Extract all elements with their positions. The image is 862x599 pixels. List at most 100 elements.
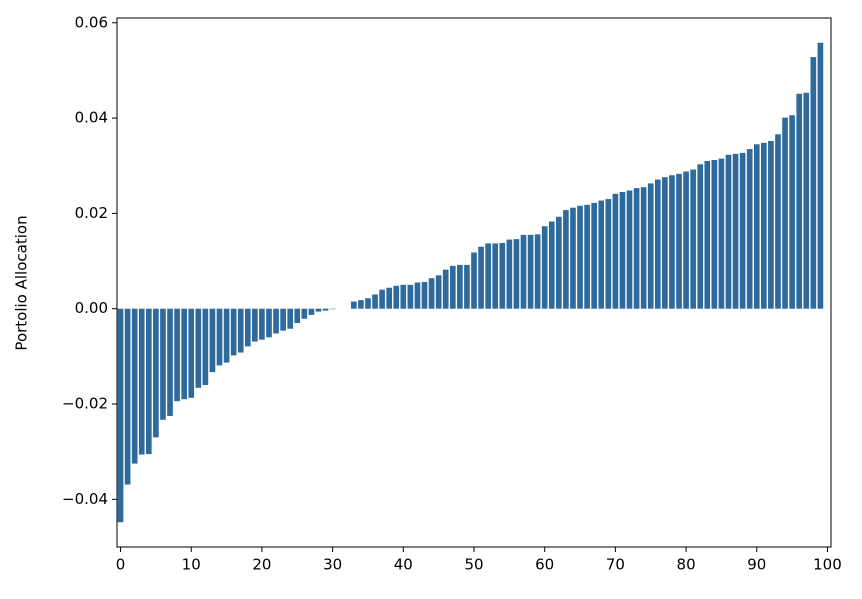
bar	[499, 243, 505, 309]
bar	[132, 309, 138, 464]
bar	[422, 282, 428, 309]
bar	[464, 265, 470, 309]
bar	[174, 309, 180, 401]
x-tick-label: 80	[677, 556, 696, 574]
bar	[521, 235, 527, 309]
bar	[591, 203, 597, 309]
bar	[188, 309, 194, 398]
bar	[747, 149, 753, 309]
bar	[775, 134, 781, 308]
bar	[478, 247, 484, 309]
bar	[598, 201, 604, 309]
bar	[393, 286, 399, 309]
x-tick-label: 10	[182, 556, 201, 574]
bar	[535, 234, 541, 308]
y-tick-label: 0.04	[75, 109, 108, 127]
bar	[669, 175, 675, 308]
y-tick-label: 0.06	[75, 13, 108, 31]
bar	[210, 309, 216, 372]
y-tick-label: 0.00	[75, 299, 108, 317]
bar	[563, 210, 569, 309]
bar	[471, 252, 477, 308]
bar	[796, 94, 802, 309]
x-tick-label: 100	[813, 556, 842, 574]
bar	[287, 309, 293, 329]
bar	[351, 302, 357, 309]
bar	[570, 208, 576, 309]
y-axis-label: Portolio Allocation	[13, 215, 31, 350]
bar	[697, 164, 703, 308]
bar	[181, 309, 187, 400]
bar	[252, 309, 258, 342]
bar	[302, 309, 308, 319]
bar	[810, 57, 816, 309]
bar	[704, 161, 710, 309]
bar	[627, 191, 633, 309]
bar	[676, 174, 682, 309]
bar	[408, 285, 414, 309]
bar	[203, 309, 209, 385]
bar	[450, 266, 456, 309]
bar	[224, 309, 230, 363]
x-tick-label: 20	[252, 556, 271, 574]
bar	[584, 205, 590, 309]
bar	[719, 159, 725, 309]
bar	[280, 309, 286, 331]
bar	[620, 192, 626, 309]
bar	[146, 309, 152, 454]
x-tick-label: 30	[323, 556, 342, 574]
bar	[323, 309, 329, 311]
bar	[528, 235, 534, 309]
bar	[789, 115, 795, 308]
bar	[429, 278, 435, 309]
bar	[768, 141, 774, 309]
bar	[358, 300, 364, 309]
bar	[733, 154, 739, 309]
bar	[818, 43, 824, 309]
bar	[316, 309, 322, 312]
x-tick-label: 70	[606, 556, 625, 574]
bar	[514, 239, 520, 309]
bar	[372, 294, 378, 308]
bar	[118, 309, 124, 523]
x-tick-label: 90	[747, 556, 766, 574]
x-tick-label: 0	[116, 556, 126, 574]
bar	[782, 118, 788, 309]
bar	[386, 288, 392, 309]
bar	[634, 188, 640, 309]
bar	[655, 180, 661, 309]
bar	[231, 309, 237, 356]
x-tick-label: 60	[535, 556, 554, 574]
bar	[803, 93, 809, 309]
bar	[542, 226, 548, 308]
bar	[648, 183, 654, 308]
bar	[273, 309, 279, 334]
bar	[613, 194, 619, 309]
x-tick-label: 50	[464, 556, 483, 574]
bar	[294, 309, 300, 323]
bar	[245, 309, 251, 347]
bar	[400, 285, 406, 309]
bar	[726, 155, 732, 309]
bar	[379, 290, 385, 309]
bar	[740, 153, 746, 309]
bar	[195, 309, 201, 388]
bar	[259, 309, 265, 340]
bar	[238, 309, 244, 353]
bar	[492, 243, 498, 308]
bar	[125, 309, 131, 485]
bar	[662, 177, 668, 309]
bar	[415, 283, 421, 309]
bar	[712, 160, 718, 309]
bar	[761, 143, 767, 309]
bar	[605, 199, 611, 309]
y-tick-label: −0.02	[62, 395, 108, 413]
bar	[443, 270, 449, 309]
bar	[683, 171, 689, 308]
bar	[556, 217, 562, 309]
bar	[167, 309, 173, 416]
bar	[507, 240, 513, 309]
x-tick-label: 40	[394, 556, 413, 574]
bar	[217, 309, 223, 366]
